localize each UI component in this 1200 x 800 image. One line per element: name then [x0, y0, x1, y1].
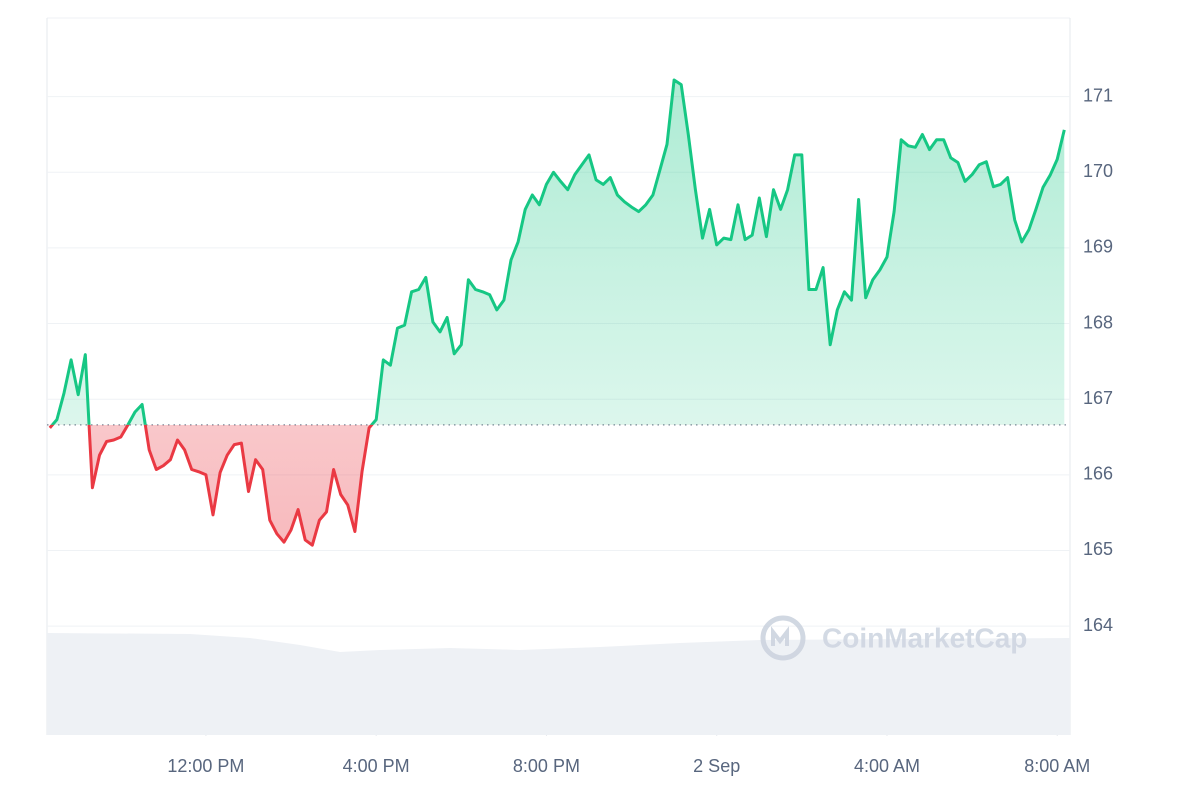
axes: 164 165 166 167 168 169 170 171 12:00 PM 4:00 PM 8… — [167, 85, 1113, 775]
y-tick-label: 171 — [1083, 85, 1113, 105]
x-tick-label: 2 Sep — [693, 756, 740, 776]
area-up — [49, 80, 1065, 425]
y-tick-label: 164 — [1083, 615, 1113, 635]
x-tick-label: 4:00 PM — [343, 756, 410, 776]
x-tick-label: 12:00 PM — [167, 756, 244, 776]
watermark: CoinMarketCap — [760, 615, 1027, 661]
y-tick-label: 169 — [1083, 237, 1113, 257]
price-line-up — [50, 78, 1066, 425]
price-line-down — [48, 424, 374, 547]
y-tick-label: 168 — [1083, 312, 1113, 332]
y-tick-label: 166 — [1083, 464, 1113, 484]
watermark-logo-mark — [771, 626, 789, 646]
y-tick-label: 170 — [1083, 161, 1113, 181]
x-tick-label: 8:00 PM — [513, 756, 580, 776]
watermark-logo — [760, 615, 806, 661]
area-down — [49, 424, 372, 546]
plot — [47, 78, 1070, 547]
watermark-text: CoinMarketCap — [822, 622, 1027, 653]
x-tick-label: 4:00 AM — [854, 756, 920, 776]
x-tick-label: 8:00 AM — [1024, 756, 1090, 776]
y-tick-label: 165 — [1083, 539, 1113, 559]
y-tick-label: 167 — [1083, 388, 1113, 408]
volume-area — [47, 633, 1070, 735]
